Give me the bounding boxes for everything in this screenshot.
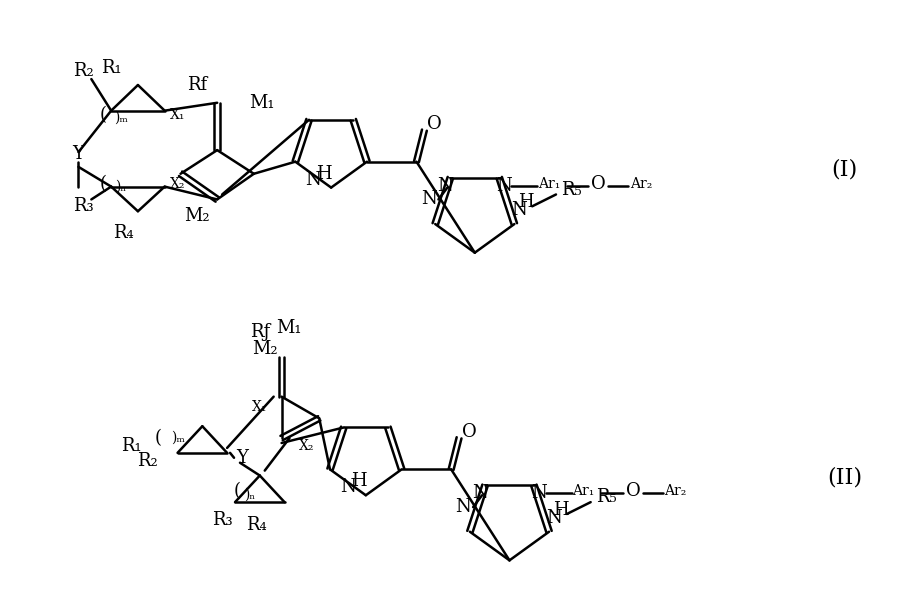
Text: R₂: R₂	[138, 452, 159, 470]
Text: R₃: R₃	[212, 511, 233, 529]
Text: O: O	[427, 115, 442, 133]
Text: N: N	[496, 177, 512, 195]
Text: H: H	[351, 472, 367, 490]
Text: (: (	[100, 175, 107, 193]
Text: R₅: R₅	[596, 488, 617, 506]
Text: H: H	[316, 165, 332, 183]
Text: N: N	[420, 191, 437, 209]
Text: (: (	[234, 483, 240, 500]
Text: O: O	[462, 423, 477, 441]
Text: X₁: X₁	[252, 400, 267, 413]
Text: Rƒ: Rƒ	[250, 323, 270, 341]
Text: Ar₁: Ar₁	[573, 484, 594, 498]
Text: M₁: M₁	[275, 319, 302, 337]
Text: Y: Y	[72, 145, 84, 163]
Text: R₅: R₅	[562, 180, 583, 198]
Text: (II): (II)	[827, 466, 862, 489]
Text: O: O	[626, 483, 641, 501]
Text: Y: Y	[236, 449, 248, 467]
Text: Ar₁: Ar₁	[537, 177, 560, 191]
Text: N: N	[512, 201, 527, 219]
Text: H: H	[518, 194, 534, 212]
Text: X₂: X₂	[299, 439, 314, 453]
Text: M₁: M₁	[249, 94, 275, 112]
Text: N: N	[305, 171, 321, 189]
Text: N: N	[531, 484, 546, 502]
Text: R₄: R₄	[246, 516, 267, 534]
Text: M₂: M₂	[185, 207, 210, 225]
Text: R₂: R₂	[73, 63, 94, 80]
Text: Rf: Rf	[188, 76, 207, 94]
Text: N: N	[438, 177, 453, 195]
Text: (I): (I)	[831, 159, 857, 181]
Text: Ar₂: Ar₂	[630, 177, 652, 191]
Text: )ₘ: )ₘ	[114, 111, 128, 124]
Text: Ar₂: Ar₂	[664, 484, 687, 498]
Text: R₁: R₁	[120, 437, 141, 455]
Text: R₄: R₄	[112, 224, 133, 242]
Text: N: N	[340, 478, 356, 496]
Text: )ₙ: )ₙ	[245, 487, 255, 501]
Text: )ₘ: )ₘ	[170, 431, 185, 445]
Text: X₂: X₂	[169, 177, 186, 191]
Text: M₂: M₂	[252, 340, 277, 358]
Text: (: (	[100, 106, 107, 124]
Text: X₁: X₁	[169, 108, 185, 121]
Text: N: N	[546, 509, 562, 527]
Text: N: N	[472, 484, 488, 502]
Text: R₁: R₁	[101, 59, 121, 78]
Text: R₃: R₃	[73, 197, 93, 215]
Text: O: O	[591, 175, 606, 193]
Text: (: (	[154, 429, 161, 447]
Text: N: N	[456, 498, 471, 516]
Text: H: H	[554, 501, 569, 519]
Text: )ₙ: )ₙ	[115, 180, 127, 194]
